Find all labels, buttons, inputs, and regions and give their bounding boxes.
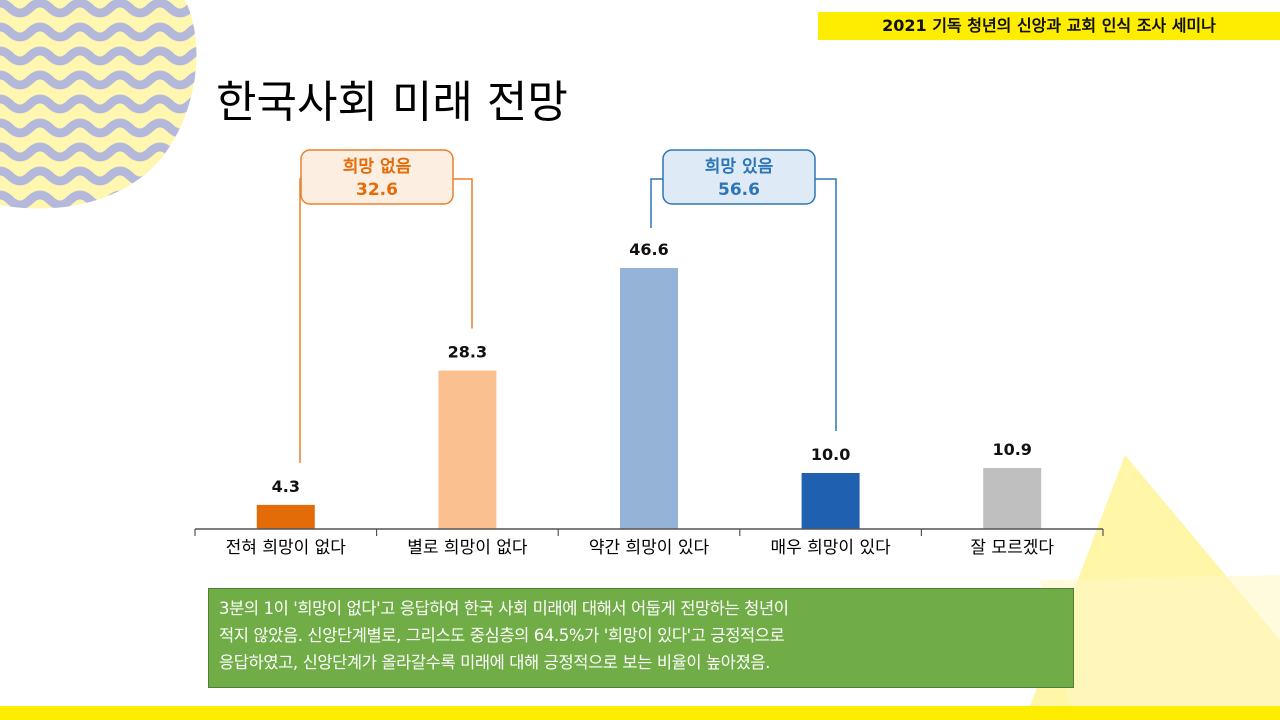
bracket-line-left <box>650 178 663 228</box>
category-label: 약간 희망이 있다 <box>589 538 710 558</box>
summary-box: 3분의 1이 '희망이 없다'고 응답하여 한국 사회 미래에 대해서 어둡게 … <box>208 588 1074 688</box>
bracket-line-right <box>453 178 473 329</box>
bar <box>256 504 315 529</box>
data-label: 10.9 <box>992 440 1031 459</box>
category-label: 전혀 희망이 없다 <box>226 538 347 558</box>
data-label: 10.0 <box>811 445 850 464</box>
summary-line: 응답하였고, 신앙단계가 올라갈수록 미래에 대해 긍정적으로 보는 비율이 높… <box>219 653 770 672</box>
summary-line: 적지 않았음. 신앙단계별로, 그리스도 중심층의 64.5%가 '희망이 있다… <box>219 626 785 645</box>
wave-line <box>0 0 197 18</box>
page-title: 한국사회 미래 전망 <box>216 77 568 128</box>
wave-line <box>0 94 197 114</box>
seminar-title-banner: 2021 기독 청년의 신앙과 교회 인식 조사 세미나 <box>818 12 1280 40</box>
wave-line <box>0 166 197 186</box>
wave-line <box>0 118 197 138</box>
data-label: 46.6 <box>629 240 668 259</box>
group-value: 32.6 <box>356 180 398 200</box>
group-value: 56.6 <box>718 180 760 200</box>
group-label: 희망 있음 <box>705 157 774 177</box>
group-label: 희망 없음 <box>343 157 412 177</box>
bar <box>801 472 860 529</box>
bracket-line-left <box>299 178 301 463</box>
bar <box>620 268 678 529</box>
wave-line <box>0 46 197 66</box>
group-box <box>300 149 454 205</box>
wave-line <box>0 22 197 42</box>
data-label: 4.3 <box>272 477 300 496</box>
bar <box>983 467 1042 529</box>
wave-line <box>0 70 197 90</box>
category-label: 매우 희망이 있다 <box>770 538 891 558</box>
bar <box>438 370 497 529</box>
category-label: 별로 희망이 없다 <box>407 538 528 558</box>
bracket-line-right <box>815 178 837 431</box>
decorative-wave-pattern <box>0 0 197 209</box>
bottom-accent-bar <box>0 706 1280 720</box>
category-label: 잘 모르겠다 <box>970 538 1054 558</box>
data-label: 28.3 <box>448 342 487 361</box>
summary-line: 3분의 1이 '희망이 없다'고 응답하여 한국 사회 미래에 대해서 어둡게 … <box>219 599 789 618</box>
wave-line <box>0 142 197 162</box>
group-box <box>662 149 816 205</box>
